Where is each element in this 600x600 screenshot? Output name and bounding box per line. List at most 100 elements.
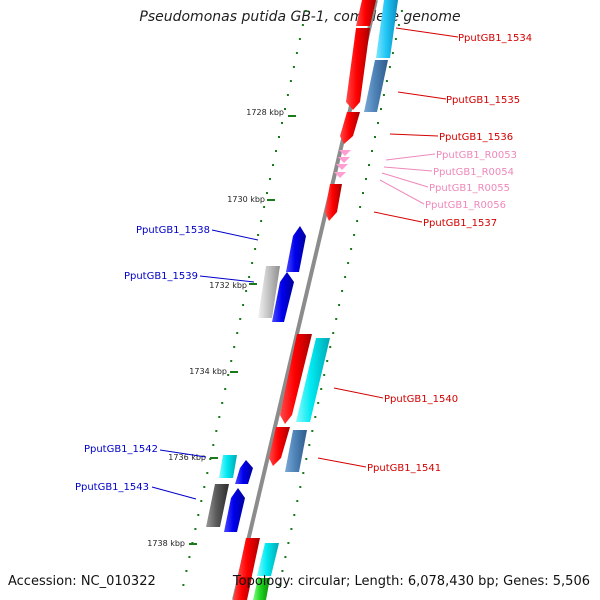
- leader-lines-reverse: [151, 229, 259, 500]
- tick-1730: 1730 kbp: [227, 195, 275, 204]
- track-dot: [385, 80, 388, 82]
- track-dot: [182, 584, 185, 586]
- track-dot: [350, 248, 353, 250]
- label-gene-1539[interactable]: PputGB1_1539: [124, 271, 198, 282]
- gene-1540-inner[interactable]: [280, 334, 312, 424]
- label-gene-r0054[interactable]: PputGB1_R0054: [433, 167, 514, 178]
- label-gene-1536[interactable]: PputGB1_1536: [439, 132, 513, 143]
- gene-1536[interactable]: [340, 112, 360, 144]
- track-dot: [314, 416, 317, 418]
- track-dot: [305, 458, 308, 460]
- label-gene-r0053[interactable]: PputGB1_R0053: [436, 150, 517, 161]
- gene-1534-outer[interactable]: [376, 0, 398, 58]
- gene-1541-inner[interactable]: [269, 427, 290, 466]
- gene-1544-outer[interactable]: [257, 543, 279, 576]
- gene-1539-inner[interactable]: [272, 272, 294, 322]
- track-dot: [185, 570, 188, 572]
- track-dot: [301, 24, 304, 26]
- gene-1537[interactable]: [325, 184, 342, 221]
- gene-1543-inner[interactable]: [224, 488, 245, 532]
- label-gene-1542[interactable]: PputGB1_1542: [84, 444, 158, 455]
- track-dot: [206, 472, 209, 474]
- label-gene-1543[interactable]: PputGB1_1543: [75, 482, 149, 493]
- accession-text: Accession: NC_010322: [8, 574, 156, 589]
- gene-1543-outer[interactable]: [206, 484, 229, 527]
- gene-1542-outer[interactable]: [219, 455, 237, 478]
- gene-1542-inner[interactable]: [235, 460, 253, 484]
- track-dot: [263, 206, 266, 208]
- track-dot: [391, 52, 394, 54]
- track-dot: [380, 108, 382, 110]
- track-dot: [311, 430, 314, 432]
- track-dot: [299, 486, 302, 488]
- track-dot: [362, 192, 364, 194]
- tick-1738: 1738 kbp: [147, 539, 197, 548]
- track-dot: [215, 430, 218, 432]
- leader-lines-forward: [317, 27, 459, 468]
- gene-1534-inner[interactable]: [356, 0, 376, 26]
- track-dot: [278, 584, 281, 586]
- track-dot: [203, 486, 206, 488]
- track-dot: [254, 248, 257, 250]
- track-dot: [292, 66, 295, 68]
- track-dot: [245, 290, 248, 292]
- label-gene-r0055[interactable]: PputGB1_R0055: [429, 183, 510, 194]
- gene-1535-inner[interactable]: [346, 28, 370, 110]
- gene-r0054[interactable]: [338, 157, 350, 163]
- tick-label: 1728 kbp: [246, 108, 284, 117]
- label-gene-1534[interactable]: PputGB1_1534: [458, 33, 532, 44]
- content-track-right: [278, 10, 403, 586]
- track-dot: [233, 346, 236, 348]
- track-dot: [302, 472, 305, 474]
- track-dot: [284, 108, 286, 110]
- label-gene-1540[interactable]: PputGB1_1540: [384, 394, 458, 405]
- gene-1540-outer[interactable]: [296, 338, 330, 422]
- gene-1545-outer[interactable]: [253, 578, 270, 600]
- genome-summary-text: Topology: circular; Length: 6,078,430 bp…: [232, 574, 590, 589]
- track-dot: [272, 164, 274, 166]
- track-dot: [382, 94, 385, 96]
- gene-1545-inner[interactable]: [233, 577, 252, 600]
- track-dot: [347, 262, 350, 264]
- label-gene-1537[interactable]: PputGB1_1537: [423, 218, 497, 229]
- gene-r0053[interactable]: [339, 150, 351, 156]
- gene-1538[interactable]: [286, 226, 306, 272]
- track-dot: [221, 402, 224, 404]
- track-dot: [218, 416, 221, 418]
- gene-1544-inner[interactable]: [237, 538, 260, 580]
- gene-r0055[interactable]: [336, 164, 348, 170]
- track-dot: [397, 24, 400, 26]
- track-dot: [359, 206, 362, 208]
- track-dot: [289, 80, 292, 82]
- label-gene-1538[interactable]: PputGB1_1538: [136, 225, 210, 236]
- gene-1535-outer[interactable]: [364, 60, 388, 112]
- track-dot: [287, 542, 290, 544]
- leader-lines-rna: [379, 153, 436, 205]
- gene-r0056[interactable]: [334, 172, 346, 178]
- track-dot: [197, 514, 200, 516]
- track-dot: [394, 38, 397, 40]
- track-dot: [281, 122, 283, 124]
- track-dot: [200, 500, 203, 502]
- track-dot: [371, 150, 373, 152]
- track-dot: [332, 332, 335, 334]
- label-gene-r0056[interactable]: PputGB1_R0056: [425, 200, 506, 211]
- track-dot: [257, 234, 260, 236]
- track-dot: [329, 346, 332, 348]
- track-dot: [341, 290, 344, 292]
- track-dot: [298, 38, 301, 40]
- track-dot: [356, 220, 359, 222]
- track-dot: [323, 374, 326, 376]
- label-gene-1541[interactable]: PputGB1_1541: [367, 463, 441, 474]
- gene-1539-outer[interactable]: [258, 266, 280, 318]
- gene-1541-outer[interactable]: [285, 430, 307, 472]
- track-dot: [239, 318, 242, 320]
- label-gene-1535[interactable]: PputGB1_1535: [446, 95, 520, 106]
- track-dot: [194, 528, 197, 530]
- track-dot: [293, 514, 296, 516]
- track-dot: [365, 178, 367, 180]
- track-dot: [304, 10, 307, 12]
- track-dot: [320, 388, 323, 390]
- map-title: Pseudomonas putida GB-1, complete genome: [139, 9, 461, 25]
- tick-label: 1738 kbp: [147, 539, 185, 548]
